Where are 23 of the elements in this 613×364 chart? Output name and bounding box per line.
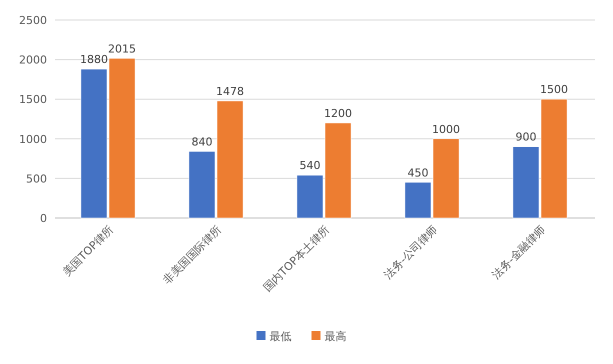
data-label: 1200 [324,106,352,120]
data-label: 1000 [432,122,460,136]
data-label: 2015 [108,42,136,56]
x-tick-label: 法务-金融律师 [489,222,548,282]
data-label: 1500 [540,83,568,96]
y-tick-label: 1500 [19,93,47,106]
y-tick-label: 0 [40,212,47,225]
y-tick-label: 2500 [19,14,47,27]
data-label: 840 [191,135,212,148]
y-tick-label: 2000 [19,54,47,67]
legend-label: 最低 [270,330,292,343]
data-label: 1880 [80,53,108,66]
x-tick-label: 非美国国际律所 [160,222,224,287]
x-tick-label: 美国TOP律所 [60,222,116,279]
legend-label: 最高 [324,330,346,343]
data-label: 540 [299,159,320,172]
data-label: 900 [515,130,536,144]
data-label: 1478 [216,84,244,98]
y-tick-label: 500 [26,172,47,186]
data-label: 450 [407,166,428,180]
x-tick-label: 法务-公司律师 [381,222,440,282]
y-tick-label: 1000 [19,132,47,146]
x-tick-label: 国内TOP本土律所 [260,222,332,294]
